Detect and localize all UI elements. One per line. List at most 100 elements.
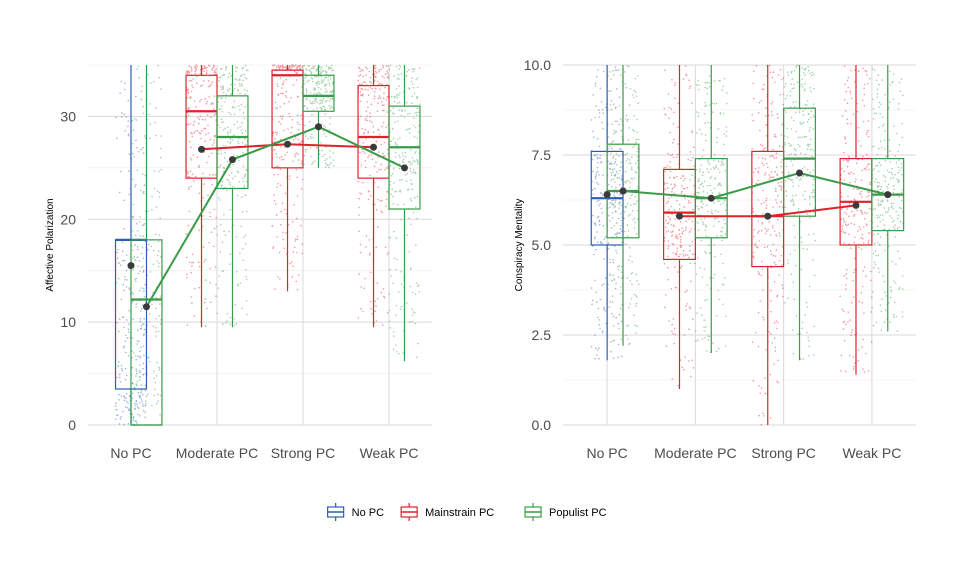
jitter-point (414, 152, 417, 154)
jitter-point (764, 232, 767, 235)
jitter-point (593, 223, 596, 225)
jitter-point (771, 114, 773, 117)
jitter-point (714, 80, 716, 82)
jitter-point (762, 189, 764, 192)
jitter-point (688, 256, 690, 259)
jitter-point (294, 153, 296, 156)
jitter-point (771, 155, 774, 158)
jitter-point (296, 114, 299, 116)
jitter-point (233, 154, 235, 156)
jitter-point (809, 148, 811, 151)
jitter-point (217, 149, 220, 151)
jitter-point (706, 284, 709, 287)
jitter-point (329, 98, 332, 100)
jitter-point (773, 261, 776, 264)
jitter-point (876, 96, 879, 99)
jitter-point (153, 187, 156, 190)
jitter-point (844, 110, 847, 112)
jitter-point (312, 136, 315, 139)
jitter-point (669, 170, 672, 173)
jitter-point (797, 333, 799, 335)
jitter-point (290, 132, 292, 134)
jitter-point (194, 287, 196, 290)
jitter-point (762, 88, 765, 91)
jitter-point (868, 163, 870, 165)
jitter-point (594, 116, 596, 119)
jitter-points (302, 64, 335, 169)
jitter-point (759, 300, 762, 303)
jitter-point (242, 165, 245, 168)
jitter-point (775, 199, 777, 201)
jitter-point (412, 211, 415, 214)
jitter-points (590, 66, 624, 360)
jitter-point (314, 88, 317, 91)
jitter-point (413, 117, 415, 119)
jitter-point (755, 182, 758, 185)
jitter-point (717, 200, 719, 202)
jitter-point (801, 321, 804, 324)
jitter-point (412, 86, 415, 89)
jitter-point (116, 321, 118, 324)
jitter-point (704, 101, 706, 104)
jitter-point (400, 218, 403, 221)
jitter-point (761, 162, 764, 164)
jitter-point (594, 154, 597, 157)
jitter-point (202, 215, 204, 217)
jitter-point (132, 268, 135, 271)
jitter-point (159, 323, 162, 325)
jitter-point (409, 163, 412, 166)
jitter-point (611, 280, 613, 282)
jitter-point (847, 321, 849, 323)
jitter-point (200, 98, 202, 101)
jitter-point (635, 296, 638, 298)
jitter-point (360, 164, 363, 167)
jitter-point (120, 80, 123, 83)
jitter-point (811, 74, 813, 77)
jitter-point (314, 100, 316, 103)
jitter-point (894, 282, 897, 284)
jitter-point (127, 125, 129, 128)
jitter-point (407, 128, 410, 131)
jitter-point (380, 291, 383, 294)
jitter-point (385, 167, 388, 169)
jitter-point (684, 254, 687, 256)
jitter-point (297, 64, 300, 67)
jitter-point (303, 154, 306, 157)
jitter-point (789, 178, 791, 180)
jitter-point (752, 210, 755, 213)
jitter-point (398, 68, 400, 70)
jitter-point (863, 371, 866, 373)
jitter-point (866, 74, 868, 76)
jitter-point (411, 95, 414, 97)
jitter-point (295, 169, 298, 171)
jitter-point (775, 152, 778, 154)
jitter-point (148, 243, 150, 246)
jitter-point (849, 90, 851, 92)
jitter-point (189, 97, 191, 99)
jitter-point (679, 241, 682, 243)
jitter-point (405, 101, 407, 104)
jitter-point (697, 115, 700, 117)
jitter-point (187, 88, 189, 91)
jitter-point (753, 229, 755, 231)
jitter-point (140, 392, 142, 394)
jitter-point (220, 108, 222, 110)
jitter-point (633, 144, 636, 147)
jitter-point (789, 106, 792, 108)
jitter-point (711, 111, 714, 113)
jitter-point (131, 300, 134, 303)
jitter-point (672, 122, 675, 125)
jitter-point (768, 331, 771, 333)
jitter-point (713, 244, 715, 246)
jitter-point (288, 65, 291, 68)
jitter-point (681, 185, 683, 187)
jitter-point (879, 204, 881, 207)
jitter-point (863, 83, 866, 86)
jitter-point (330, 64, 333, 67)
jitter-point (228, 230, 230, 233)
jitter-point (774, 263, 777, 266)
jitter-point (776, 294, 779, 297)
jitter-point (753, 256, 755, 259)
jitter-point (274, 131, 277, 134)
jitter-point (240, 129, 243, 131)
